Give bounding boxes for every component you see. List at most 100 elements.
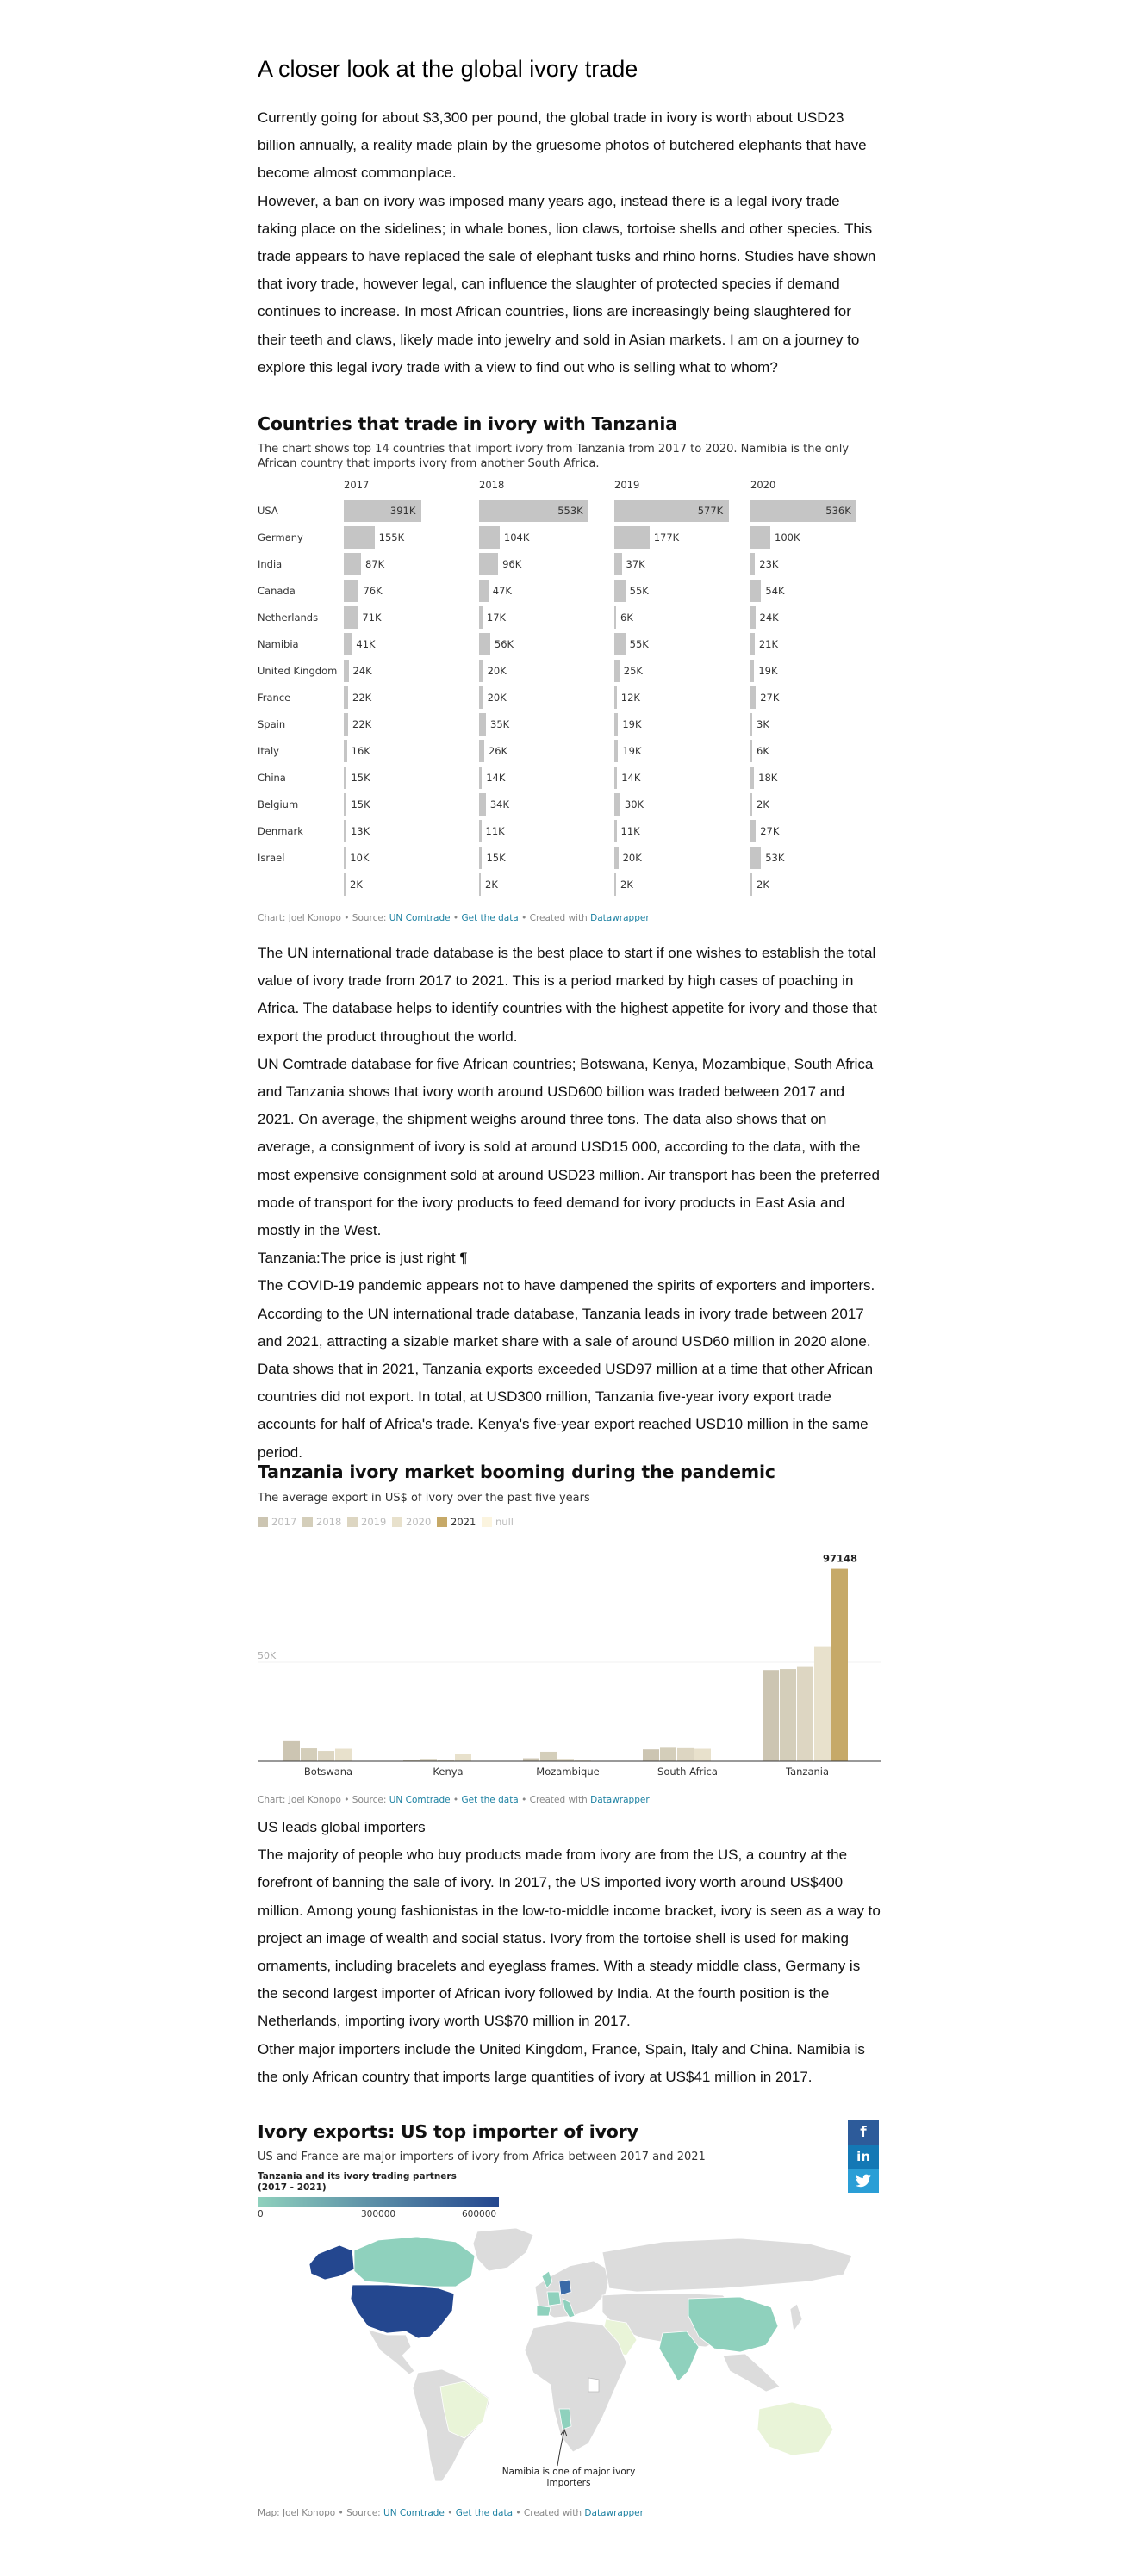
- table-bar-value: 27K: [760, 825, 780, 837]
- chart1-header: Countries that trade in ivory with Tanza…: [258, 412, 881, 471]
- row-label: India: [258, 558, 283, 570]
- legend-min: 0: [258, 2209, 264, 2219]
- chart2-plot: 50K Botswana Kenya Mozambique South Africa Ta…: [258, 1553, 881, 1778]
- row-label: Italy: [258, 745, 279, 757]
- map-region-greenland: [472, 2227, 534, 2272]
- table-bar: [750, 633, 755, 655]
- bar-2020: [335, 1748, 352, 1761]
- chart2-source-link[interactable]: UN Comtrade: [389, 1795, 451, 1805]
- row-label: USA: [258, 505, 278, 517]
- map-datawrapper-link[interactable]: Datawrapper: [584, 2508, 644, 2518]
- table-bar: [750, 873, 752, 896]
- row-label: Germany: [258, 531, 303, 543]
- linkedin-share-button[interactable]: in: [848, 2145, 879, 2169]
- table-bar-value: 18K: [758, 772, 778, 784]
- table-bar-value: 55K: [629, 585, 649, 597]
- table-bar: [614, 767, 618, 789]
- table-bar-value: 96K: [502, 558, 522, 570]
- map-get-data-link[interactable]: Get the data: [455, 2508, 514, 2518]
- table-bar: [750, 793, 752, 816]
- chart1-source-link[interactable]: UN Comtrade: [389, 913, 451, 923]
- table-bar: [344, 606, 358, 629]
- table-bar: [750, 660, 755, 682]
- bar-2017: [403, 1760, 420, 1761]
- map-region-germany: [558, 2279, 572, 2296]
- table-bar: [479, 526, 500, 549]
- row-label: Canada: [258, 585, 296, 597]
- bar-2017: [643, 1749, 659, 1761]
- table-bar: [614, 686, 617, 709]
- chart1-datawrapper-link[interactable]: Datawrapper: [590, 913, 650, 923]
- table-bar-value: 553K: [557, 505, 583, 517]
- table-bar-value: 27K: [760, 692, 780, 704]
- bar-2019: [677, 1747, 694, 1761]
- table-bar: [479, 767, 483, 789]
- chart1-get-data-link[interactable]: Get the data: [461, 913, 519, 923]
- legend-label: 2019: [361, 1516, 387, 1528]
- table-bar: [614, 793, 620, 816]
- bar-2019: [557, 1759, 574, 1761]
- x-category-label: Kenya: [433, 1766, 463, 1778]
- chart1-created: • Created with: [518, 913, 591, 923]
- lower-section: US leads global importers The majority o…: [258, 1814, 881, 2091]
- subhead-tanzania: Tanzania:The price is just right ¶: [258, 1250, 468, 1267]
- table-bar: [614, 580, 626, 602]
- twitter-share-button[interactable]: [848, 2169, 879, 2193]
- map-region-russia: [601, 2238, 853, 2293]
- map-sep: •: [444, 2508, 456, 2518]
- year-header-2019: 2019: [614, 479, 640, 491]
- year-header-2020: 2020: [750, 479, 776, 491]
- paragraph-7: Other major importers include the United…: [258, 2040, 865, 2085]
- middle-section: The UN international trade database is t…: [258, 940, 881, 1467]
- bar-2018: [420, 1759, 437, 1761]
- chart1-description: The chart shows top 14 countries that im…: [258, 443, 850, 470]
- map-region-spain: [536, 2305, 551, 2317]
- bar-2018: [540, 1751, 557, 1761]
- table-bar: [614, 526, 650, 549]
- map-region-france: [546, 2291, 562, 2306]
- table-bar-value: 24K: [352, 665, 372, 677]
- year-header-2018: 2018: [479, 479, 505, 491]
- legend-label: 2017: [271, 1516, 297, 1528]
- table-bar-value: 14K: [621, 772, 641, 784]
- year-header-2017: 2017: [344, 479, 370, 491]
- facebook-icon: f: [860, 2124, 867, 2141]
- table-bar-value: 177K: [653, 531, 680, 543]
- table-bar-value: 391K: [389, 505, 416, 517]
- table-bar: [344, 580, 359, 602]
- map-region-italy: [562, 2298, 576, 2318]
- table-bar-value: 56K: [494, 638, 514, 650]
- table-bar: [479, 713, 487, 736]
- table-bar-value: 54K: [765, 585, 785, 597]
- table-bar: [750, 820, 757, 842]
- table-bar: [344, 820, 346, 842]
- table-bar: [614, 660, 620, 682]
- bar-2020: [814, 1646, 831, 1761]
- chart2-get-data-link[interactable]: Get the data: [461, 1795, 519, 1805]
- table-bar-value: 2K: [757, 798, 769, 810]
- x-category-label: South Africa: [657, 1766, 718, 1778]
- row-label: Belgium: [258, 798, 299, 810]
- map-source-link[interactable]: UN Comtrade: [383, 2508, 445, 2518]
- table-bar-value: 76K: [363, 585, 383, 597]
- table-bar: [344, 793, 347, 816]
- row-label: Netherlands: [258, 611, 319, 624]
- table-bar-value: 2K: [350, 878, 363, 891]
- map-region-usa: [350, 2284, 455, 2339]
- table-bar-value: 12K: [620, 692, 640, 704]
- chart2-datawrapper-link[interactable]: Datawrapper: [590, 1795, 650, 1805]
- table-bar: [479, 633, 490, 655]
- chart1-table: 2017 2018 2019 2020 USA 391K 553K 577K 536K G…: [258, 479, 881, 901]
- table-bar: [344, 686, 349, 709]
- table-bar-value: 13K: [350, 825, 370, 837]
- chart2-sep: •: [450, 1795, 462, 1805]
- legend-label: null: [495, 1516, 514, 1528]
- bar-2018: [301, 1748, 317, 1761]
- bar-2021: [831, 1568, 848, 1761]
- map-credit: Map: Joel Konopo • Source:: [258, 2508, 384, 2518]
- map-annotation-text: Namibia is one of major ivory importers: [501, 2467, 636, 2488]
- table-bar: [344, 713, 349, 736]
- table-bar-value: 23K: [759, 558, 779, 570]
- x-category-label: Mozambique: [536, 1766, 599, 1778]
- facebook-share-button[interactable]: f: [848, 2120, 879, 2145]
